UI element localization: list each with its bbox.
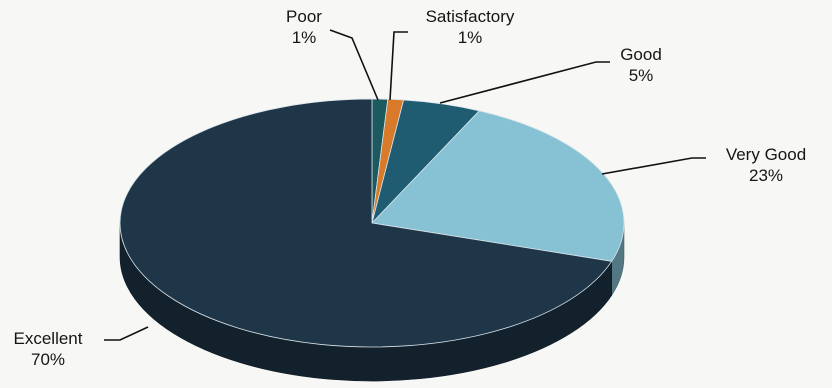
category-label-satisfactory: Satisfactory [426,7,515,26]
leader-line-poor [329,29,379,101]
value-label-good: 5% [629,66,654,85]
label-leader-lines [104,29,706,341]
leader-line-very-good [601,157,706,175]
category-label-good: Good [620,45,662,64]
category-label-excellent: Excellent [14,329,83,348]
value-label-poor: 1% [292,28,317,47]
leader-line-good [439,61,610,104]
leader-line-excellent [104,326,149,341]
pie-slice-excellent [119,98,613,348]
value-label-satisfactory: 1% [458,28,483,47]
value-label-very-good: 23% [749,166,783,185]
data-labels: Poor 1% Satisfactory 1% Good 5% Very Good 23% Ex… [14,7,807,369]
pie-slices [119,98,625,348]
value-label-excellent: 70% [31,350,65,369]
leader-line-satisfactory [389,31,408,101]
category-label-poor: Poor [286,7,322,26]
category-label-very-good: Very Good [726,145,806,164]
